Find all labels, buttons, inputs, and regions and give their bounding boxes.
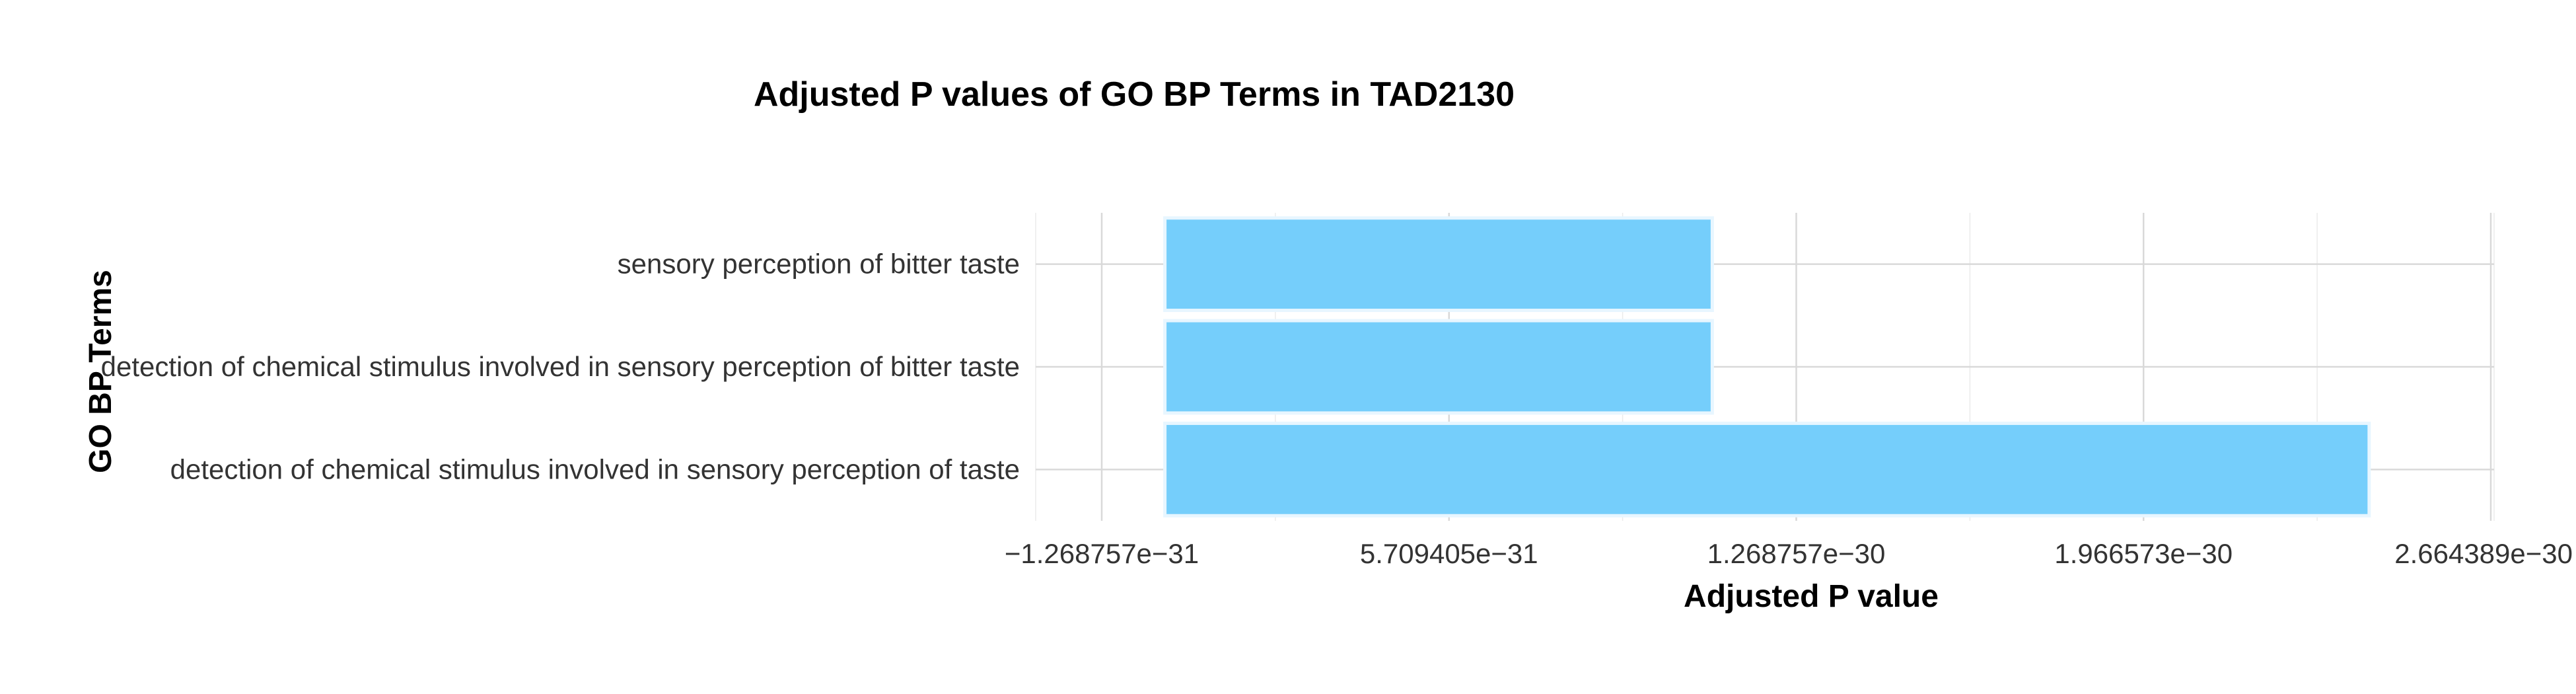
x-axis-title: Adjusted P value bbox=[1684, 579, 1939, 614]
x-tick-label: 5.709405e−31 bbox=[1360, 538, 1538, 569]
category-label: detection of chemical stimulus involved … bbox=[101, 351, 1020, 382]
bar-2 bbox=[1163, 319, 1714, 415]
bar-3 bbox=[1163, 421, 2371, 518]
x-tick-label: −1.268757e−31 bbox=[1005, 538, 1199, 569]
y-axis-title: GO BP Terms bbox=[83, 270, 118, 473]
x-tick-label: 2.664389e−30 bbox=[2394, 538, 2573, 569]
x-tick-label: 1.268757e−30 bbox=[1707, 538, 1886, 569]
category-label: sensory perception of bitter taste bbox=[618, 249, 1020, 280]
category-label: detection of chemical stimulus involved … bbox=[170, 453, 1020, 484]
x-axis-ticks: −1.268757e−31 5.709405e−31 1.268757e−30 1.9… bbox=[1005, 538, 2573, 569]
bar-1 bbox=[1163, 216, 1714, 313]
bars bbox=[1163, 216, 2371, 518]
x-tick-label: 1.966573e−30 bbox=[2054, 538, 2233, 569]
category-labels: sensory perception of bitter taste detect… bbox=[101, 249, 1020, 485]
chart-title: Adjusted P values of GO BP Terms in TAD2… bbox=[754, 75, 1515, 114]
